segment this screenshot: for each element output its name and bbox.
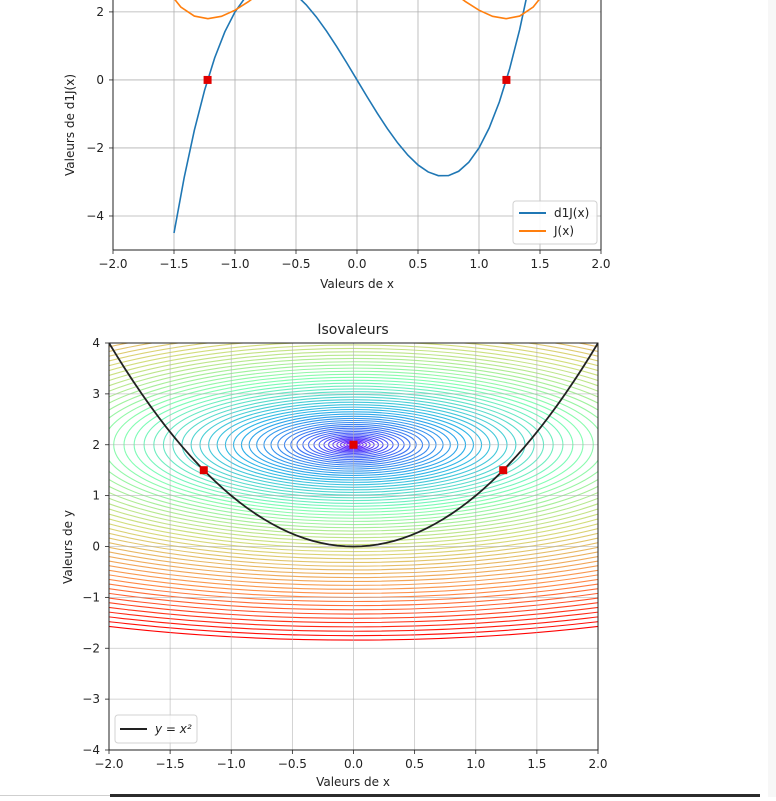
bottom-y-tick-label: −1 (82, 590, 100, 604)
top-x-tick-label: −1.5 (159, 257, 188, 271)
point-marker (499, 466, 507, 474)
bottom-y-tick-label: −2 (82, 641, 100, 655)
page-gutter (768, 0, 776, 797)
bottom-y-tick-label: 0 (92, 540, 100, 554)
top-x-axis-label: Valeurs de x (320, 277, 394, 291)
bottom-y-ticks: −4 −3 −2 −1 0 1 2 3 4 (82, 336, 109, 757)
bottom-legend: y = x² (115, 715, 197, 743)
page-divider (0, 795, 110, 796)
bottom-y-tick-label: −3 (82, 692, 100, 706)
top-legend: d1J(x) J(x) (513, 201, 597, 244)
top-x-tick-label: 0.5 (408, 257, 427, 271)
top-chart: −2.0 −1.5 −1.0 −0.5 0.0 0.5 1.0 1.5 2.0 −4 −2 0 2 V… (63, 0, 611, 291)
bottom-x-tick-label: −2.0 (94, 757, 123, 771)
bottom-y-tick-label: −4 (82, 743, 100, 757)
bottom-chart-title: Isovaleurs (317, 322, 388, 338)
bottom-y-tick-label: 2 (92, 438, 100, 452)
legend-curve-label: y = x² (154, 722, 192, 736)
bottom-x-tick-label: −1.5 (156, 757, 185, 771)
top-y-tick-label: −4 (86, 209, 104, 223)
top-y-axis-label: Valeurs de d1J(x) (63, 74, 77, 176)
bottom-y-tick-label: 1 (92, 489, 100, 503)
bottom-y-tick-label: 4 (92, 336, 100, 350)
bottom-x-tick-label: −0.5 (278, 757, 307, 771)
top-y-tick-label: −2 (86, 141, 104, 155)
critical-point-marker (204, 76, 212, 84)
bottom-chart: Isovaleurs −2.0 −1.5 −1.0 −0.5 0.0 0.5 1.0 1.5 2… (0, 249, 776, 789)
top-x-ticks: −2.0 −1.5 −1.0 −0.5 0.0 0.5 1.0 1.5 2.0 (98, 250, 610, 271)
bottom-x-tick-label: 0.0 (344, 757, 363, 771)
point-marker (200, 466, 208, 474)
top-x-tick-label: 0.0 (347, 257, 366, 271)
legend-d1j-label: d1J(x) (554, 206, 589, 220)
top-y-tick-label: 2 (96, 5, 104, 19)
bottom-x-tick-label: 1.0 (466, 757, 485, 771)
bottom-x-tick-label: 1.5 (527, 757, 546, 771)
legend-j-label: J(x) (553, 224, 574, 238)
top-y-ticks: −4 −2 0 2 (86, 5, 113, 223)
top-y-tick-label: 0 (96, 73, 104, 87)
top-x-tick-label: 1.5 (530, 257, 549, 271)
top-x-tick-label: 1.0 (469, 257, 488, 271)
bottom-x-tick-label: −1.0 (217, 757, 246, 771)
bottom-y-tick-label: 3 (92, 387, 100, 401)
bottom-x-ticks: −2.0 −1.5 −1.0 −0.5 0.0 0.5 1.0 1.5 2.0 (94, 750, 607, 771)
bottom-x-tick-label: 0.5 (405, 757, 424, 771)
point-marker (350, 441, 358, 449)
top-x-tick-label: −2.0 (98, 257, 127, 271)
bottom-x-axis-label: Valeurs de x (316, 775, 390, 789)
top-x-tick-label: −0.5 (281, 257, 310, 271)
top-x-tick-label: −1.0 (220, 257, 249, 271)
top-x-tick-label: 2.0 (591, 257, 610, 271)
critical-point-marker (502, 76, 510, 84)
bottom-x-tick-label: 2.0 (588, 757, 607, 771)
bottom-y-axis-label: Valeurs de y (61, 510, 75, 584)
